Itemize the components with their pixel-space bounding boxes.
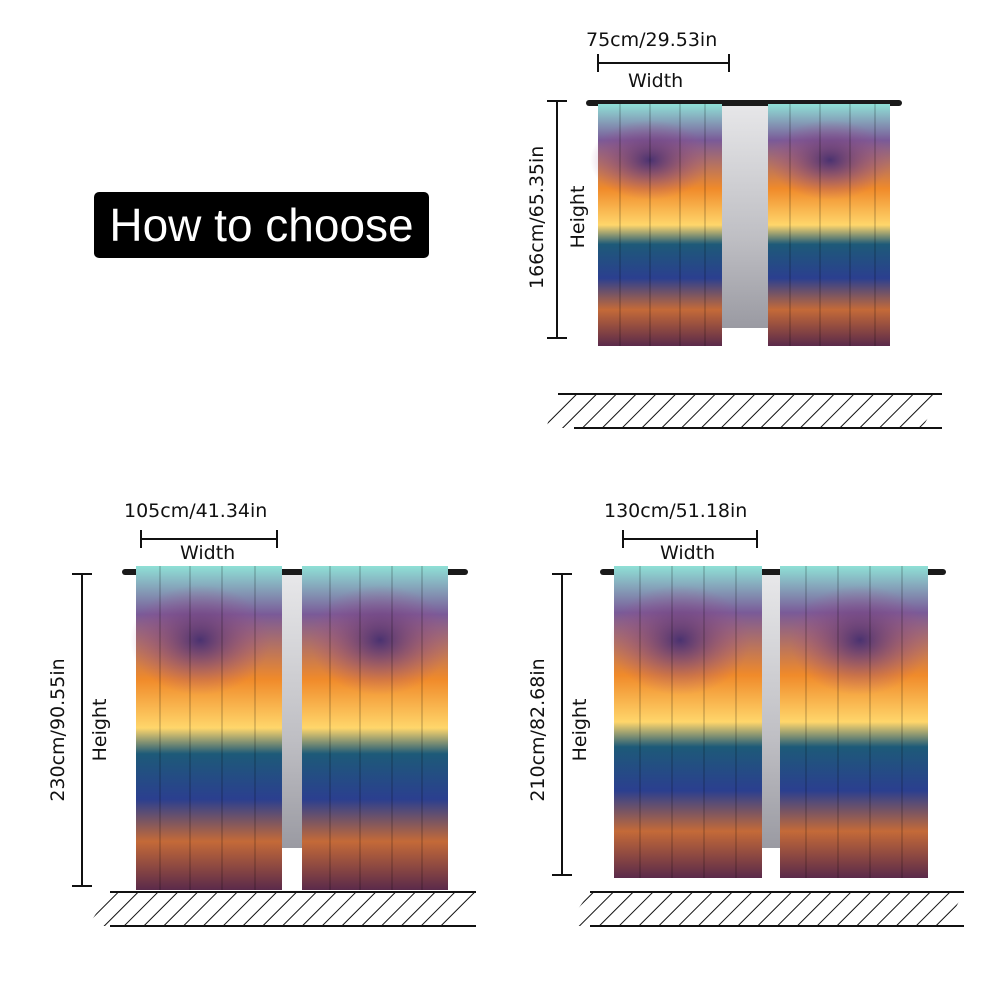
height-value: 230cm/90.55in	[47, 658, 69, 802]
curtain-panel-tall	[88, 566, 476, 927]
curtain-panel-small	[546, 100, 942, 429]
width-label: Width	[628, 70, 684, 92]
width-value: 75cm/29.53in	[586, 29, 718, 51]
height-label: Height	[569, 698, 591, 762]
height-value: 210cm/82.68in	[527, 658, 549, 802]
curtain-panel-medium	[566, 566, 964, 927]
width-label: Width	[180, 542, 236, 564]
height-label: Height	[567, 185, 589, 249]
how-to-choose-banner: How to choose	[94, 192, 429, 258]
width-label: Width	[660, 542, 716, 564]
banner-title: How to choose	[109, 199, 414, 251]
height-label: Height	[89, 698, 111, 762]
width-value: 130cm/51.18in	[604, 500, 748, 522]
height-value: 166cm/65.35in	[526, 145, 548, 289]
width-value: 105cm/41.34in	[124, 500, 268, 522]
dimension-lines	[72, 54, 758, 887]
